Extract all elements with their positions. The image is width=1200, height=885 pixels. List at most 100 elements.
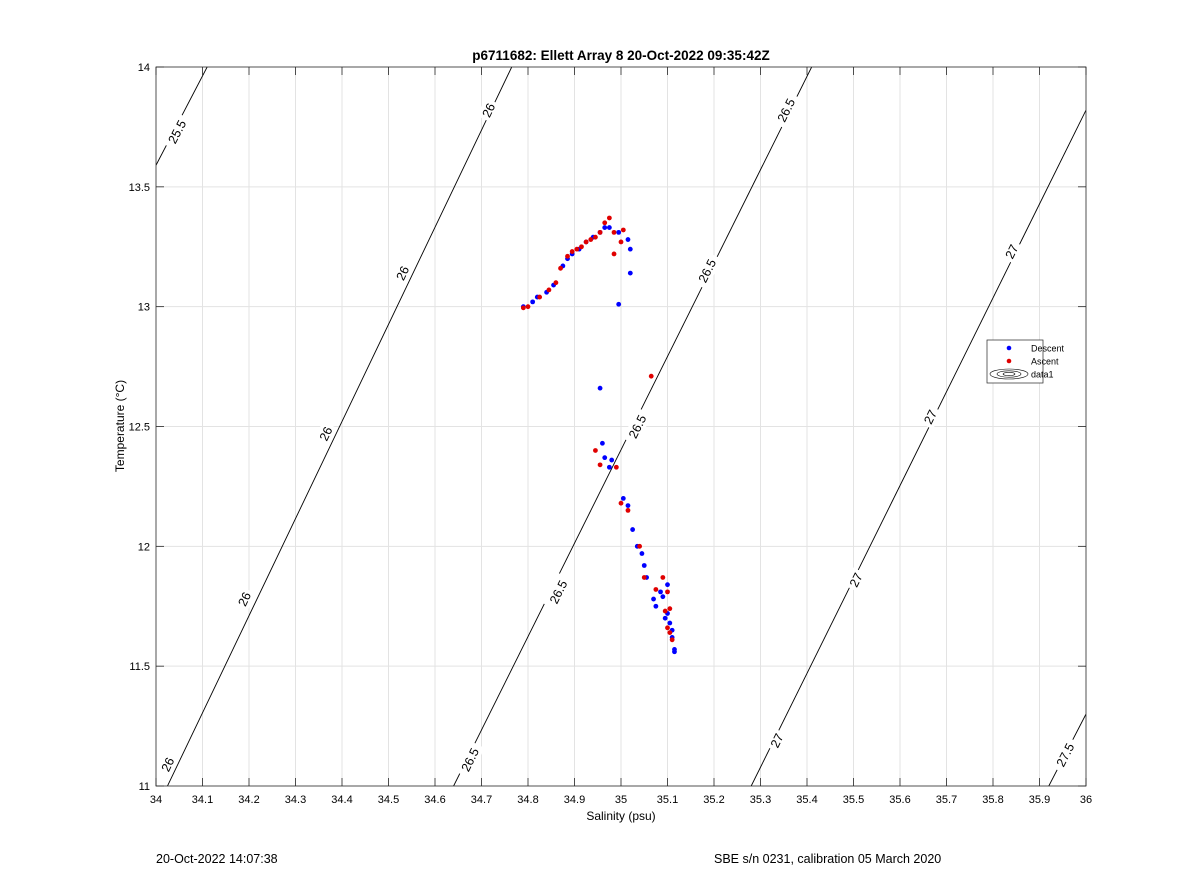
contour-label-bg — [844, 567, 868, 593]
legend-contour-icon — [1002, 372, 1016, 376]
contour-label-bg — [314, 421, 338, 447]
descent-point — [653, 603, 659, 609]
x-tick-label: 34.5 — [378, 794, 399, 806]
y-tick-label: 13 — [138, 302, 150, 314]
ascent-point — [625, 507, 631, 513]
legend-entry-label: Descent — [1031, 344, 1065, 354]
contour-label: 26 — [232, 586, 256, 612]
x-axis-label: Salinity (psu) — [586, 809, 655, 823]
descent-point — [606, 464, 612, 470]
x-tick-label: 34.8 — [517, 794, 538, 806]
ascent-point — [611, 229, 617, 235]
ascent-point — [558, 265, 563, 271]
contour-label: 26 — [476, 97, 501, 123]
ascent-point — [665, 589, 670, 595]
ascent-point — [565, 253, 570, 259]
ascent-point — [583, 239, 589, 245]
ascent-point — [597, 462, 603, 468]
ascent-point — [606, 215, 612, 221]
ascent-point — [660, 575, 666, 580]
x-tick-label: 35.3 — [750, 794, 771, 806]
descent-point — [651, 596, 656, 602]
legend-contour-icon — [996, 370, 1022, 378]
legend-entry-label: data1 — [1031, 370, 1054, 380]
contour-label: 26.5 — [771, 91, 801, 129]
ascent-point — [588, 237, 594, 242]
legend-marker — [1006, 358, 1012, 364]
contour-label-bg — [771, 91, 801, 129]
contour-label-text: 26 — [317, 425, 336, 444]
x-tick-label: 35.5 — [843, 794, 864, 806]
ascent-point — [665, 625, 670, 631]
descent-point — [662, 615, 668, 621]
contour-label: 25.5 — [161, 112, 192, 151]
contour-label: 26 — [156, 751, 180, 777]
contour-label: 26.5 — [692, 251, 722, 290]
descent-point — [665, 582, 670, 588]
descent-point — [627, 270, 633, 276]
ascent-point — [553, 280, 559, 286]
x-tick-label: 34.6 — [424, 794, 445, 806]
y-axis-label: Temperature (°C) — [113, 380, 127, 472]
descent-point — [606, 225, 612, 230]
ascent-point — [520, 305, 526, 311]
ascent-point — [618, 239, 624, 245]
contour-label-bg — [918, 404, 942, 430]
contour-label: 26 — [390, 260, 414, 286]
legend-entry-label: Ascent — [1031, 357, 1059, 367]
ascent-point — [579, 244, 584, 250]
contour-line — [750, 109, 1086, 786]
density-contours: 25.5262626262626.526.526.526.526.5272727… — [156, 67, 1086, 786]
legend-contour-icon — [989, 368, 1029, 380]
contour-label-text: 27 — [921, 408, 940, 427]
descent-point — [620, 496, 626, 501]
contour-label-bg — [161, 112, 192, 151]
contour-label-text: 26 — [159, 755, 178, 774]
contour-label-text: 27 — [847, 571, 866, 590]
y-tick-label: 11 — [139, 781, 150, 793]
x-tick-label: 34 — [150, 794, 162, 806]
contour-label-bg — [455, 740, 485, 779]
descent-point — [630, 527, 636, 532]
ascent-point — [637, 543, 642, 549]
ascent-point — [667, 630, 673, 636]
legend-marker — [1006, 345, 1012, 351]
footer-timestamp: 20-Oct-2022 14:07:38 — [156, 852, 278, 866]
ascent-point — [611, 251, 617, 257]
descent-point — [609, 457, 615, 463]
ascent-point — [641, 575, 647, 580]
x-tick-label: 34.2 — [238, 794, 259, 806]
descent-point — [597, 385, 603, 391]
ascent-point — [546, 287, 552, 293]
contour-label: 27 — [918, 404, 942, 430]
descent-point — [600, 440, 605, 446]
contour-label: 26 — [314, 421, 338, 447]
x-tick-label: 35.9 — [1029, 794, 1050, 806]
contour-label-bg — [692, 251, 722, 290]
ascent-point — [653, 587, 659, 592]
descent-point — [639, 551, 645, 556]
descent-point — [616, 301, 622, 307]
x-tick-label: 35.7 — [936, 794, 957, 806]
ascent-point — [569, 249, 575, 254]
descent-point — [627, 246, 633, 252]
descent-point — [602, 225, 608, 230]
descent-point — [616, 229, 622, 235]
ascent-point — [537, 294, 543, 300]
contour-line — [166, 67, 513, 786]
contour-label-text: 27 — [768, 731, 787, 750]
descent-point — [530, 299, 536, 305]
x-tick-label: 34.9 — [564, 794, 585, 806]
y-tick-label: 12 — [138, 541, 150, 553]
ascent-point — [620, 227, 626, 233]
ascent-point — [525, 304, 531, 310]
x-tick-label: 35.8 — [982, 794, 1003, 806]
x-tick-label: 35.1 — [657, 794, 678, 806]
contour-label: 27 — [844, 567, 868, 593]
ascent-point — [574, 246, 580, 252]
contour-label: 26.5 — [455, 740, 485, 779]
y-tick-label: 12.5 — [129, 422, 150, 434]
descent-point — [625, 503, 631, 508]
ascent-point — [648, 373, 654, 379]
